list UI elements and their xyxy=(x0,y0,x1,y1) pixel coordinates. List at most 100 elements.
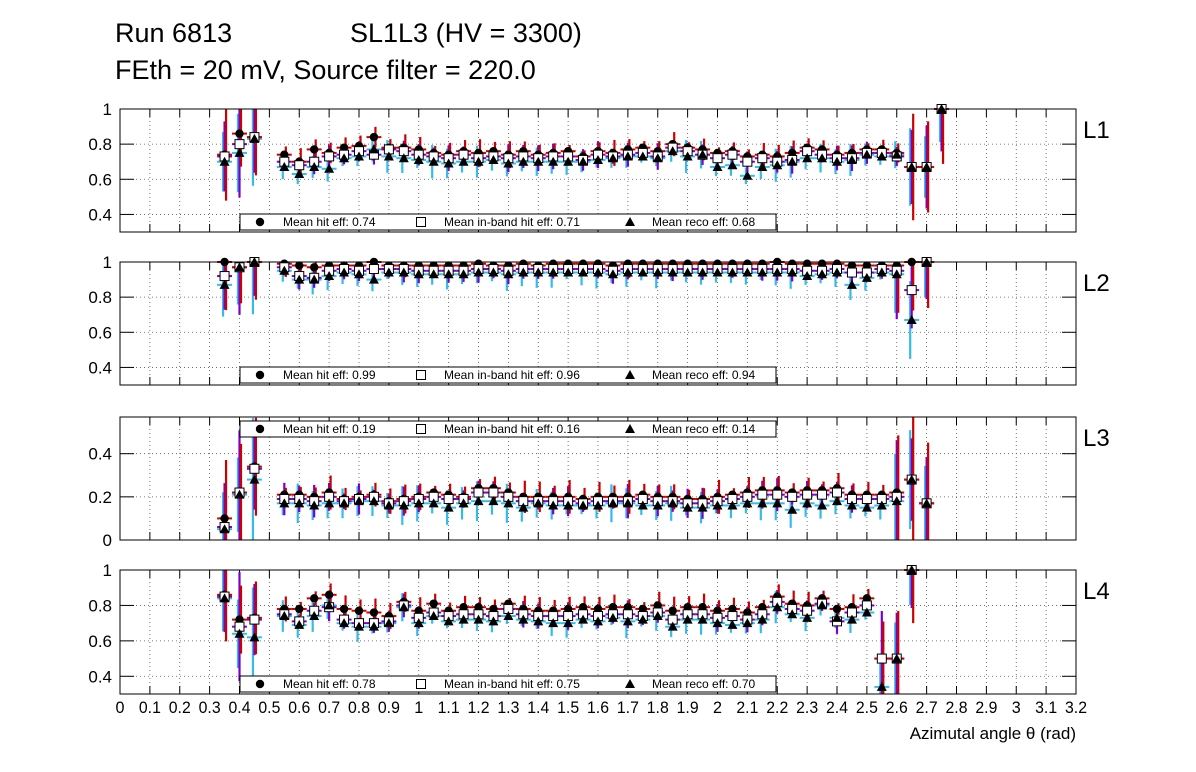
reco-point xyxy=(503,498,514,508)
reco-point xyxy=(339,153,350,163)
x-tick-label: 2.6 xyxy=(886,698,908,717)
reco-point xyxy=(578,267,589,277)
reco-point xyxy=(458,156,469,166)
inband-point xyxy=(817,489,828,500)
reco-point xyxy=(637,500,648,510)
x-tick-label: 2.5 xyxy=(856,698,878,717)
reco-point xyxy=(891,653,902,663)
reco-point xyxy=(772,498,783,508)
legend-hit-label: Mean hit eff: 0.19 xyxy=(283,422,376,436)
reco-point xyxy=(817,153,828,163)
x-tick-label: 2.4 xyxy=(826,698,848,717)
legend-box xyxy=(239,366,777,384)
reco-point xyxy=(383,151,394,161)
y-tick-label: 0.2 xyxy=(88,488,112,507)
reco-point xyxy=(742,267,753,277)
legend-reco-marker xyxy=(625,370,635,379)
reco-point xyxy=(727,619,738,629)
reco-point xyxy=(802,498,813,508)
reco-point xyxy=(861,149,872,159)
x-axis-label: Azimutal angle θ (rad) xyxy=(910,724,1076,743)
reco-point xyxy=(503,269,514,279)
inband-point xyxy=(249,614,260,625)
legend-reco-marker xyxy=(625,424,635,433)
reco-point xyxy=(413,498,424,508)
reco-point xyxy=(772,267,783,277)
reco-point xyxy=(682,151,693,161)
reco-point xyxy=(234,147,245,157)
hit-point xyxy=(369,132,379,142)
y-tick-label: 0.6 xyxy=(88,632,112,651)
reco-point xyxy=(861,607,872,617)
hit-point xyxy=(309,263,319,272)
hit-point xyxy=(309,594,319,603)
y-tick-label: 0.6 xyxy=(88,323,112,342)
reco-point xyxy=(757,267,768,277)
reco-point xyxy=(324,163,335,173)
legend-reco-marker xyxy=(625,217,635,226)
hit-point xyxy=(354,606,364,615)
x-tick-label: 0.8 xyxy=(348,698,370,717)
reco-point xyxy=(757,161,768,171)
reco-point xyxy=(234,262,245,272)
reco-point xyxy=(279,161,290,171)
inband-point xyxy=(757,489,768,500)
y-tick-label: 0.8 xyxy=(88,135,112,154)
reco-point xyxy=(368,274,379,284)
panel-name: L3 xyxy=(1083,425,1110,452)
settings-title: FEth = 20 mV, Source filter = 220.0 xyxy=(115,55,536,85)
panel-background xyxy=(120,570,1076,694)
panel-name: L1 xyxy=(1083,117,1110,144)
inband-point xyxy=(757,153,768,164)
x-tick-label: 1 xyxy=(414,698,423,717)
reco-point xyxy=(413,618,424,628)
x-tick-label: 2.8 xyxy=(946,698,968,717)
y-tick-label: 0.6 xyxy=(88,170,112,189)
reco-point xyxy=(712,267,723,277)
legend-inband-label: Mean in-band hit eff: 0.96 xyxy=(444,368,580,382)
reco-point xyxy=(533,267,544,277)
inband-point xyxy=(473,487,484,498)
reco-point xyxy=(548,500,559,510)
legend-reco-label: Mean reco eff: 0.14 xyxy=(652,422,756,436)
reco-point xyxy=(324,271,335,281)
y-tick-label: 0.8 xyxy=(88,288,112,307)
reco-point xyxy=(503,158,514,168)
reco-point xyxy=(712,500,723,510)
reco-point xyxy=(458,269,469,279)
reco-point xyxy=(413,269,424,279)
reco-point xyxy=(817,269,828,279)
panel-l1: 0.4 0.6 0.8 1 Mean hit eff: 0.74 Mean in-band… xyxy=(88,100,1110,233)
reco-point xyxy=(652,267,663,277)
inband-point xyxy=(219,271,230,282)
legend-hit-marker xyxy=(255,217,265,227)
legend-hit-label: Mean hit eff: 0.78 xyxy=(283,677,376,691)
reco-point xyxy=(368,144,379,154)
reco-point xyxy=(667,146,678,156)
reco-point xyxy=(563,267,574,277)
reco-point xyxy=(518,502,529,512)
reco-point xyxy=(817,600,828,610)
reco-point xyxy=(667,621,678,631)
panel-l4: 0.4 0.6 0.8 1 Mean hit eff: 0.78 Mean in-band… xyxy=(88,561,1110,695)
reco-point xyxy=(428,498,439,508)
reco-point xyxy=(593,500,603,510)
legend: Mean hit eff: 0.74 Mean in-band hit eff: … xyxy=(239,213,777,231)
hit-point xyxy=(324,590,334,599)
inband-point xyxy=(368,264,379,275)
panel-frame xyxy=(119,569,1077,695)
x-tick-label: 1.5 xyxy=(557,698,579,717)
x-tick-label: 1.9 xyxy=(677,698,699,717)
x-tick-label: 0.4 xyxy=(229,698,251,717)
reco-point xyxy=(383,618,394,628)
inband-point xyxy=(832,487,842,498)
reco-point xyxy=(488,154,499,164)
panel-frame xyxy=(119,416,1077,541)
x-tick-label: 1.8 xyxy=(647,698,669,717)
legend-reco-label: Mean reco eff: 0.70 xyxy=(652,677,756,691)
panel-l2: 0.4 0.6 0.8 1 Mean hit eff: 0.99 Mean in-band… xyxy=(88,253,1110,386)
legend: Mean hit eff: 0.78 Mean in-band hit eff: … xyxy=(239,675,777,693)
inband-point xyxy=(906,285,917,296)
reco-point xyxy=(548,618,559,628)
reco-point xyxy=(593,267,603,277)
